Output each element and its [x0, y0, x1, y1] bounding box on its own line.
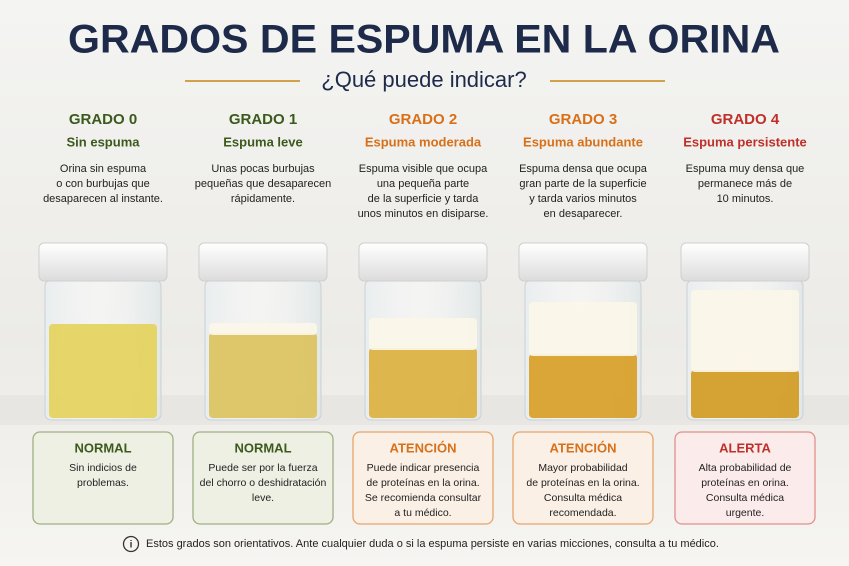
- status-label: NORMAL: [234, 440, 291, 455]
- status-box: [674, 431, 816, 525]
- info-icon-glyph: i: [130, 540, 133, 551]
- foam: [691, 290, 799, 372]
- grade-description: Unas pocas burbujas: [211, 163, 315, 175]
- status-note: Puede indicar presencia: [367, 462, 480, 474]
- jar-lid: [518, 242, 648, 282]
- status-box: [352, 431, 494, 525]
- grade-description: permanece más de: [698, 178, 792, 190]
- status-note: Consulta médica: [706, 492, 784, 504]
- grade-description: rápidamente.: [231, 193, 295, 205]
- grade-description: Espuma muy densa que: [686, 163, 805, 175]
- status-note: leve.: [252, 492, 274, 504]
- status-note: Consulta médica: [544, 492, 622, 504]
- status-note: urgente.: [726, 507, 765, 519]
- grade-description: Espuma visible que ocupa: [359, 163, 488, 175]
- grade-description: Orina sin espuma: [60, 163, 147, 175]
- grade-description: 10 minutos.: [717, 193, 774, 205]
- status-label: ATENCIÓN: [390, 440, 457, 455]
- status-box: [192, 431, 334, 525]
- jar-lid: [38, 242, 168, 282]
- grade-name: Espuma leve: [223, 134, 303, 149]
- footer-note: Estos grados son orientativos. Ante cual…: [146, 538, 719, 550]
- subtitle: ¿Qué puede indicar?: [321, 67, 526, 92]
- status-label: NORMAL: [74, 440, 131, 455]
- grade-description: desaparecen al instante.: [43, 193, 163, 205]
- grade-name: Espuma persistente: [683, 134, 807, 149]
- status-note: de proteínas en la orina.: [526, 477, 639, 489]
- liquid: [529, 354, 637, 418]
- jar-lid: [358, 242, 488, 282]
- title: GRADOS DE ESPUMA EN LA ORINA: [68, 18, 780, 62]
- grade-name: Sin espuma: [67, 134, 141, 149]
- status-note: Alta probabilidad de: [699, 462, 792, 474]
- grade-label: GRADO 1: [229, 111, 297, 128]
- status-box: [512, 431, 654, 525]
- grade-label: GRADO 3: [549, 111, 617, 128]
- status-note: a tu médico.: [394, 507, 451, 519]
- status-note: del chorro o deshidratación: [200, 477, 327, 489]
- foam: [369, 318, 477, 350]
- grade-description: Espuma densa que ocupa: [519, 163, 648, 175]
- status-label: ATENCIÓN: [550, 440, 617, 455]
- status-box: [32, 431, 174, 525]
- jar-lid: [680, 242, 810, 282]
- grade-description: y tarda varios minutos: [529, 193, 637, 205]
- status-label: ALERTA: [719, 440, 771, 455]
- info-icon: [122, 535, 140, 553]
- grade-description: en desaparecer.: [544, 208, 623, 220]
- liquid: [691, 370, 799, 418]
- status-note: proteínas en orina.: [701, 477, 789, 489]
- status-note: Mayor probabilidad: [538, 462, 627, 474]
- grade-description: gran parte de la superficie: [519, 178, 646, 190]
- jar-lid: [198, 242, 328, 282]
- status-note: Se recomienda consultar: [365, 492, 482, 504]
- grade-description: unos minutos en disiparse.: [358, 208, 489, 220]
- grade-label: GRADO 0: [69, 111, 137, 128]
- grade-label: GRADO 2: [389, 111, 457, 128]
- status-note: recomendada.: [549, 507, 616, 519]
- grade-description: pequeñas que desaparecen: [195, 178, 331, 190]
- grade-name: Espuma moderada: [365, 134, 482, 149]
- liquid: [49, 324, 157, 418]
- foam: [209, 323, 317, 335]
- grade-description: una pequeña parte: [377, 178, 469, 190]
- status-note: de proteínas en la orina.: [366, 477, 479, 489]
- liquid: [209, 333, 317, 418]
- grade-description: o con burbujas que: [56, 178, 150, 190]
- foam: [529, 302, 637, 356]
- status-note: problemas.: [77, 477, 129, 489]
- grade-name: Espuma abundante: [523, 134, 643, 149]
- liquid: [369, 348, 477, 418]
- status-note: Puede ser por la fuerza: [208, 462, 317, 474]
- grade-label: GRADO 4: [711, 111, 780, 128]
- grade-description: de la superficie y tarda: [368, 193, 480, 205]
- status-note: Sin indicios de: [69, 462, 137, 474]
